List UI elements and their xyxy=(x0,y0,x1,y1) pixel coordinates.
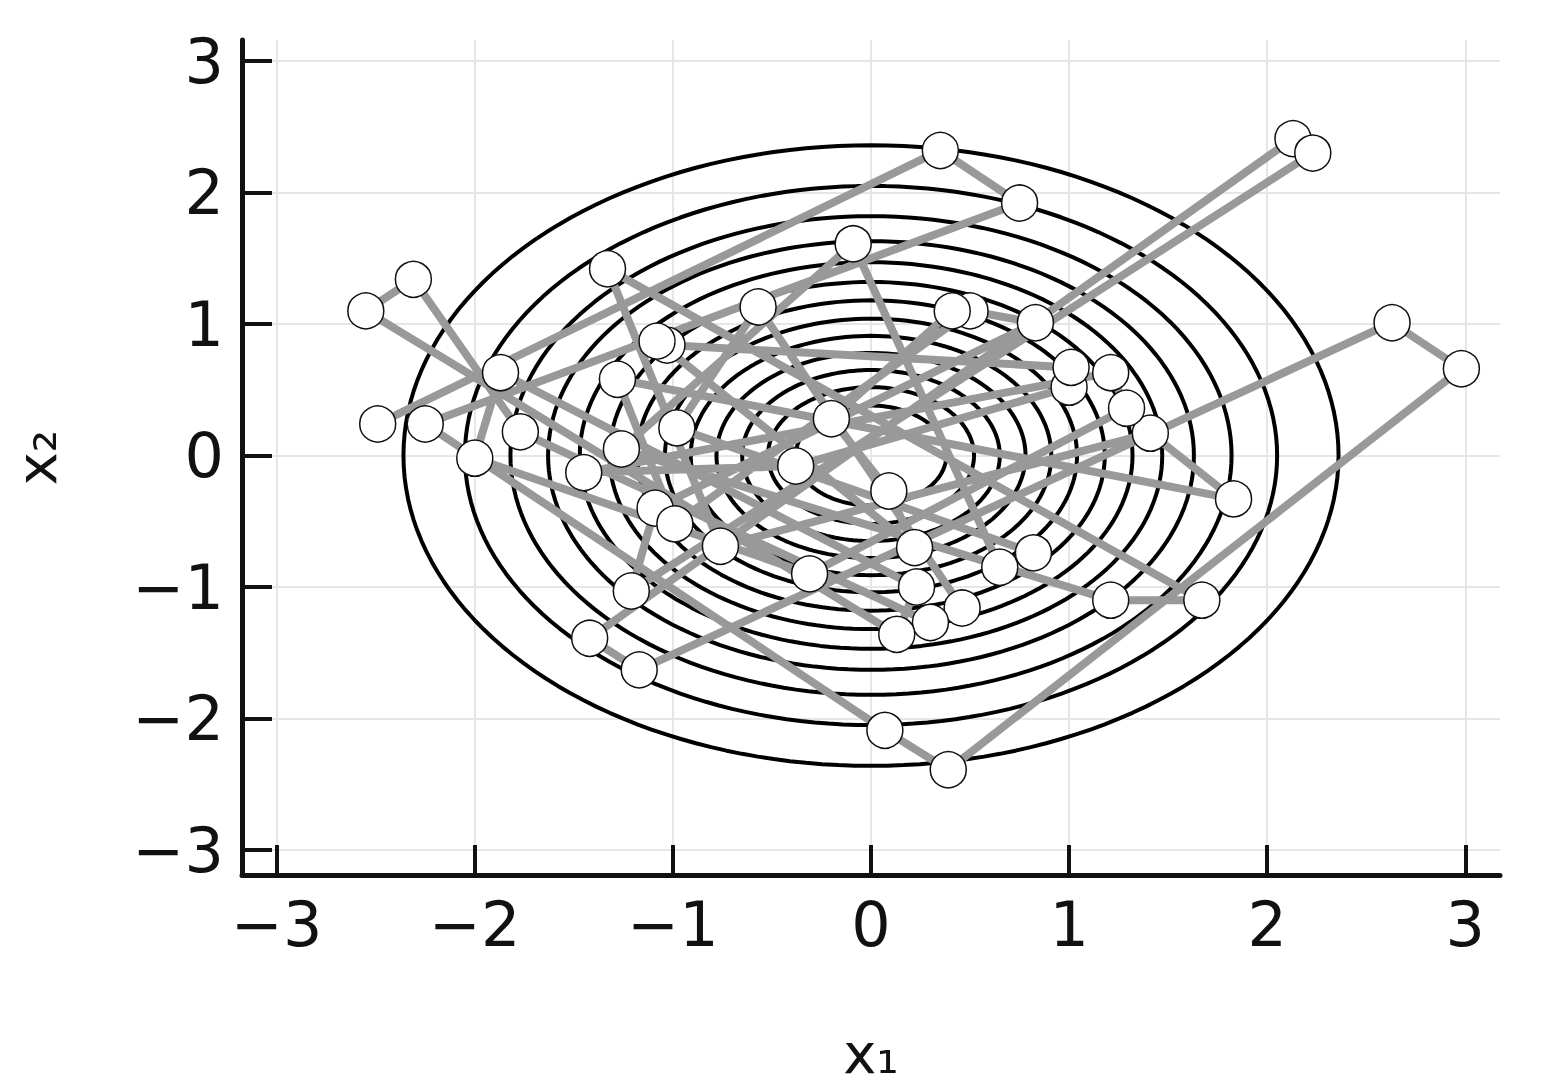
svg-text:−2: −2 xyxy=(133,682,224,755)
svg-text:−2: −2 xyxy=(429,888,520,961)
svg-text:1: 1 xyxy=(185,288,224,361)
svg-text:2: 2 xyxy=(1247,888,1286,961)
svg-text:2: 2 xyxy=(185,156,224,229)
svg-text:−3: −3 xyxy=(133,814,224,887)
svg-text:−1: −1 xyxy=(627,888,718,961)
svg-text:−3: −3 xyxy=(231,888,322,961)
svg-text:x₂: x₂ xyxy=(4,430,69,486)
svg-text:1: 1 xyxy=(1049,888,1088,961)
svg-text:−1: −1 xyxy=(133,551,224,624)
svg-text:3: 3 xyxy=(185,25,224,98)
svg-text:0: 0 xyxy=(185,419,224,492)
svg-text:3: 3 xyxy=(1446,888,1485,961)
svg-text:0: 0 xyxy=(851,888,890,961)
svg-text:x₁: x₁ xyxy=(843,1021,899,1086)
